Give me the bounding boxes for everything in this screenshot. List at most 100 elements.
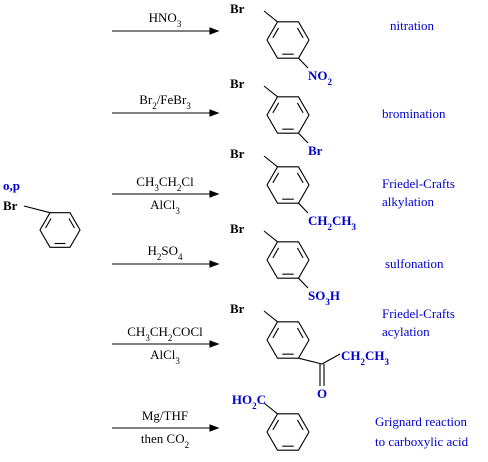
start-substituent: Br	[3, 198, 18, 213]
product-substituent: CH2CH3	[308, 213, 357, 232]
reagent: then CO2	[141, 431, 189, 450]
product-substituent: SO3H	[308, 288, 340, 307]
benzene-ring	[266, 413, 310, 451]
reaction-name: Friedel-Crafts	[382, 306, 455, 321]
bond	[298, 202, 309, 214]
product-substituent-part: NO	[308, 68, 328, 83]
reagent: Mg/THF	[142, 408, 188, 423]
product-substituent-part: 2	[328, 222, 333, 232]
bond	[321, 353, 341, 365]
product-substituent-part: 2	[361, 357, 366, 367]
reagent-part: Br	[139, 92, 153, 107]
product-substituent-part: H	[330, 288, 340, 303]
inner-bond	[272, 327, 280, 339]
inner-bond	[272, 419, 280, 431]
reagent-part: 2	[168, 333, 173, 343]
bond	[23, 205, 51, 214]
benzene-ring	[39, 212, 81, 248]
reagent-part: 2	[177, 183, 182, 193]
benzene-ring	[266, 21, 310, 59]
reagent-part: CH	[150, 324, 168, 339]
reagent-part: HNO	[149, 10, 177, 25]
arrow-head	[209, 260, 220, 268]
reagent-part: CH	[127, 324, 145, 339]
reagent-part: CH	[159, 174, 177, 189]
bond	[263, 310, 278, 323]
product-substituent-part: CH	[341, 348, 361, 363]
inner-bond	[296, 327, 304, 339]
product-top: HO2C	[232, 392, 266, 411]
product-substituent-part: SO	[308, 288, 325, 303]
inner-bond	[45, 218, 52, 229]
bond	[263, 85, 278, 98]
reagent-part: Cl	[181, 174, 194, 189]
reagent-part: 4	[178, 252, 183, 262]
reagent: AlCl3	[150, 197, 180, 216]
reagent-part: 3	[175, 206, 180, 216]
product-top: Br	[230, 1, 245, 16]
reagent-part: CH	[136, 174, 154, 189]
reagent-part: COCl	[172, 324, 203, 339]
inner-bond	[296, 172, 304, 184]
reaction-name: nitration	[390, 18, 435, 33]
bond	[298, 132, 309, 144]
reagent: CH3CH2Cl	[136, 174, 194, 193]
inner-bond	[68, 218, 75, 229]
product-substituent: NO2	[308, 68, 333, 87]
reagent-part: 3	[177, 19, 182, 29]
bond	[298, 277, 309, 289]
reagent-part: /FeBr	[157, 92, 187, 107]
reagent-part: SO	[161, 243, 178, 258]
inner-bond	[296, 27, 304, 39]
reagent-part: 3	[154, 183, 159, 193]
reagent-part: AlCl	[150, 197, 176, 212]
product-top-part: HO	[232, 392, 252, 407]
reaction-name: alkylation	[382, 194, 434, 209]
reagent-part: 2	[157, 252, 162, 262]
inner-bond	[272, 27, 280, 39]
reagent: HNO3	[149, 10, 182, 29]
bond	[263, 402, 278, 415]
benzene-ring	[266, 241, 310, 279]
reagent-part: Mg/THF	[142, 408, 188, 423]
reagent: AlCl3	[150, 347, 180, 366]
bond	[263, 10, 278, 23]
start-label: o,p	[3, 178, 20, 193]
inner-bond	[296, 419, 304, 431]
product-substituent-part: CH	[365, 348, 385, 363]
reagent: CH3CH2COCl	[127, 324, 203, 343]
product-top: Br	[230, 146, 245, 161]
inner-bond	[296, 102, 304, 114]
product-substituent-part: 3	[385, 357, 390, 367]
reagent-part: 3	[145, 333, 150, 343]
reagent: Br2/FeBr3	[139, 92, 191, 111]
reagent-part: 2	[185, 440, 190, 450]
arrow-head	[209, 109, 220, 117]
bond	[298, 57, 309, 69]
product-top: Br	[230, 221, 245, 236]
reagent-part: 3	[186, 101, 191, 111]
inner-bond	[272, 102, 280, 114]
product-top-part: 2	[252, 401, 257, 411]
bond	[263, 230, 278, 243]
inner-bond	[296, 247, 304, 259]
product-substituent-part: CH	[332, 213, 352, 228]
benzene-ring	[266, 321, 310, 359]
reagent: H2SO4	[147, 243, 183, 262]
product-substituent-part: 3	[352, 222, 357, 232]
product-substituent-part: 2	[328, 77, 333, 87]
product-substituent: Br	[308, 143, 323, 158]
bond	[298, 357, 323, 365]
carbonyl-oxygen: O	[317, 386, 327, 401]
reagent-part: AlCl	[150, 347, 176, 362]
bond	[263, 155, 278, 168]
reaction-name: sulfonation	[385, 256, 444, 271]
reaction-name: to carboxylic acid	[375, 434, 469, 449]
product-top: Br	[230, 301, 245, 316]
product-substituent-part: Br	[308, 143, 323, 158]
reaction-name: Grignard reaction	[375, 414, 468, 429]
reaction-name: bromination	[382, 106, 446, 121]
reaction-name: acylation	[382, 324, 430, 339]
product-top-part: C	[257, 392, 266, 407]
